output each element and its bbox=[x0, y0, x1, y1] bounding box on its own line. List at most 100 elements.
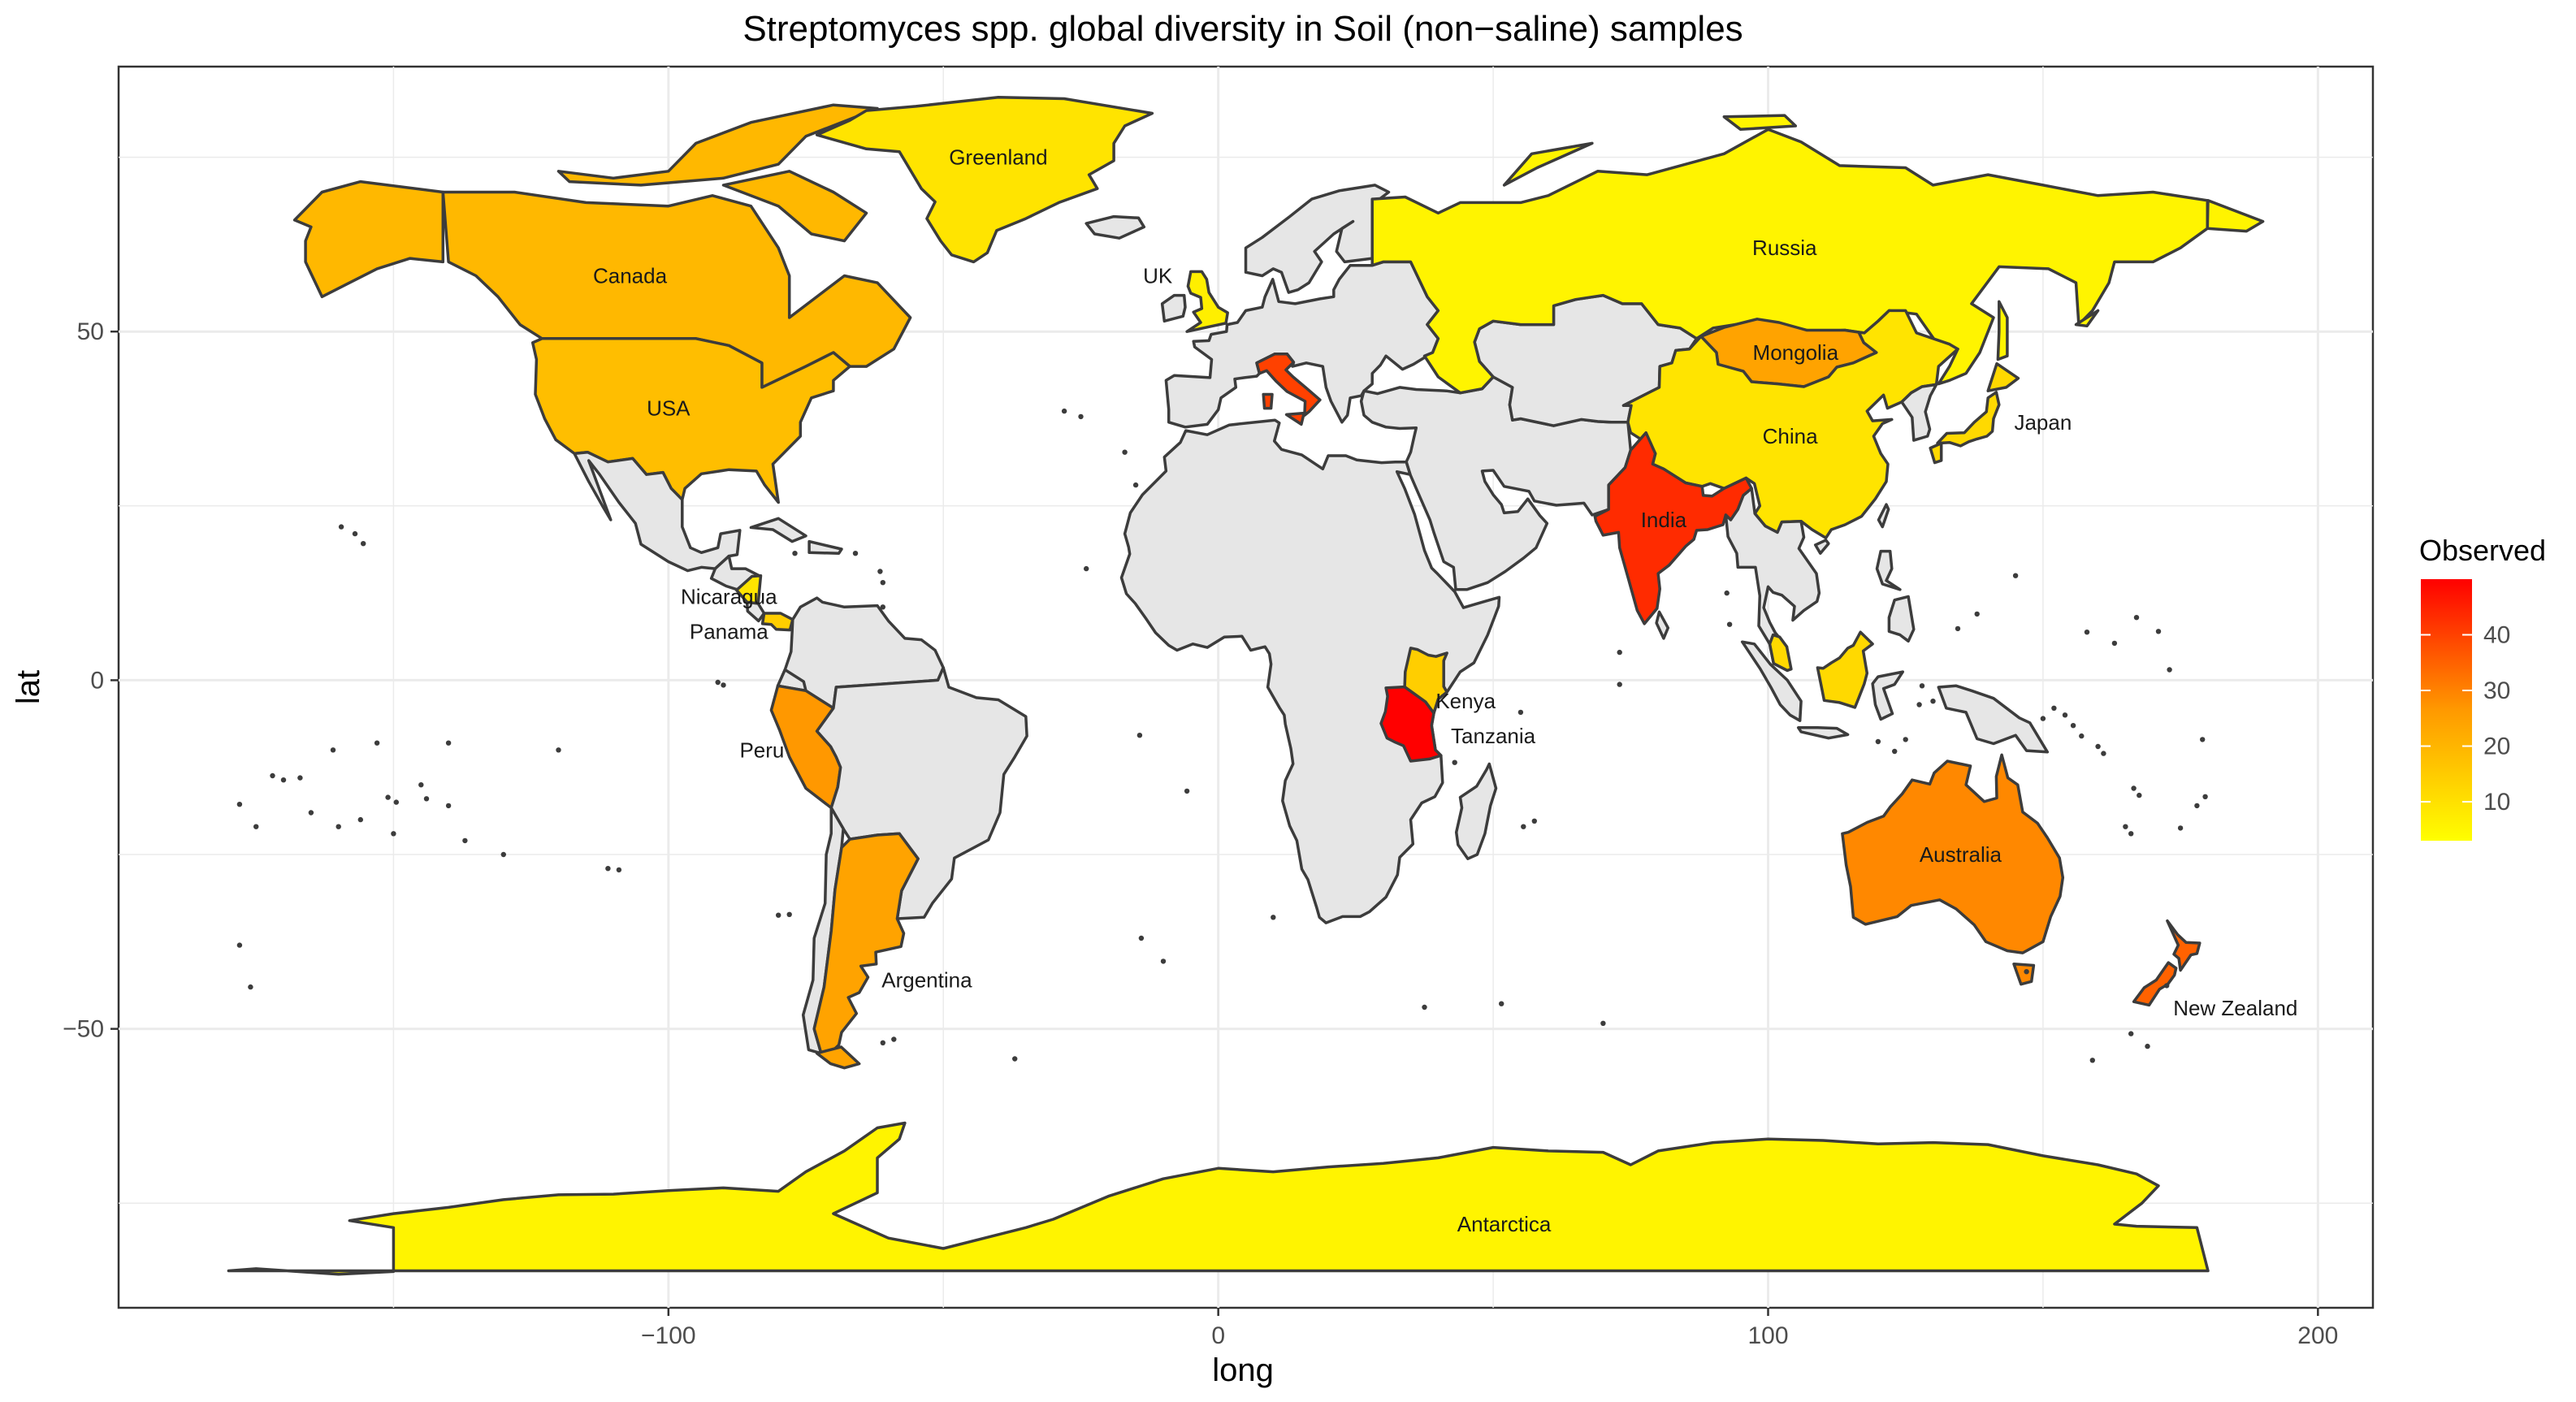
land-tierra bbox=[815, 1045, 861, 1070]
island-dot bbox=[792, 551, 798, 556]
island-dot bbox=[445, 740, 452, 746]
island-dot bbox=[2202, 794, 2208, 799]
island-dot bbox=[1617, 682, 1622, 687]
land-nz-south bbox=[2132, 961, 2178, 1007]
land-borneo bbox=[1816, 630, 1874, 709]
island-dot bbox=[2128, 1031, 2134, 1036]
small-islands bbox=[236, 408, 2208, 1063]
island-dot bbox=[2012, 573, 2019, 578]
island-dot bbox=[1521, 824, 1526, 829]
land-hainan bbox=[1813, 539, 1830, 555]
country-label: Tanzania bbox=[1451, 724, 1536, 748]
island-dot bbox=[253, 824, 259, 829]
island-dot bbox=[1422, 1004, 1427, 1010]
island-dot bbox=[1136, 733, 1143, 738]
country-label: Kenya bbox=[1435, 689, 1496, 713]
country-label: UK bbox=[1143, 264, 1173, 288]
island-dot bbox=[357, 816, 363, 823]
island-dot bbox=[418, 782, 424, 788]
y-axis-title: lat bbox=[11, 670, 46, 704]
island-dot bbox=[352, 530, 358, 537]
y-tick-label: 0 bbox=[90, 667, 104, 694]
island-dot bbox=[236, 802, 243, 807]
island-dot bbox=[1600, 1020, 1606, 1027]
land-kyushu bbox=[1929, 441, 1943, 465]
island-dot bbox=[361, 541, 366, 547]
island-dot bbox=[891, 1036, 897, 1042]
legend-tick-label: 30 bbox=[2483, 677, 2510, 704]
land-argentina bbox=[812, 832, 920, 1057]
land-new-guinea bbox=[1937, 684, 2050, 754]
land-costa-rica bbox=[745, 600, 766, 623]
island-dot bbox=[1078, 413, 1084, 420]
land-madagascar bbox=[1454, 762, 1498, 860]
island-dot bbox=[297, 775, 303, 781]
land-tanzania bbox=[1379, 685, 1443, 763]
land-australia bbox=[1841, 753, 2065, 954]
country-label: Panama bbox=[690, 619, 768, 643]
island-dot bbox=[852, 551, 859, 556]
legend-tick-label: 20 bbox=[2483, 733, 2510, 760]
island-dot bbox=[2133, 615, 2140, 621]
island-dot bbox=[1892, 748, 1898, 755]
country-label: Nicaragua bbox=[681, 584, 777, 608]
country-label: Greenland bbox=[949, 145, 1047, 170]
island-dot bbox=[1084, 565, 1089, 572]
island-dot bbox=[445, 803, 452, 809]
island-dot bbox=[391, 831, 396, 837]
island-dot bbox=[1132, 482, 1139, 488]
island-dot bbox=[1452, 759, 1457, 765]
island-dot bbox=[2062, 712, 2068, 718]
island-dot bbox=[423, 796, 430, 802]
axes: −100 0 100 200 50 0 −50 bbox=[63, 318, 2338, 1349]
land-africa bbox=[1119, 418, 1501, 924]
island-dot bbox=[338, 524, 344, 530]
island-dot bbox=[270, 772, 275, 779]
island-dot bbox=[2079, 733, 2085, 739]
island-dot bbox=[2051, 705, 2057, 711]
legend-tick-label: 10 bbox=[2483, 789, 2510, 816]
island-dot bbox=[2089, 1058, 2095, 1063]
land-baffin bbox=[721, 170, 868, 243]
land-scandinavia bbox=[1244, 184, 1391, 294]
x-tick-label: −100 bbox=[641, 1322, 696, 1349]
island-dot bbox=[880, 1040, 886, 1046]
island-dot bbox=[2084, 630, 2090, 635]
land-sardinia bbox=[1262, 392, 1274, 410]
land-kenya bbox=[1403, 647, 1448, 715]
land-malaysia-pen bbox=[1768, 633, 1793, 673]
island-dot bbox=[1930, 699, 1936, 704]
island-dot bbox=[462, 837, 468, 844]
legend-title: Observed bbox=[2419, 534, 2546, 567]
country-label: New Zealand bbox=[2173, 996, 2297, 1020]
island-dot bbox=[2200, 737, 2206, 742]
x-axis-title: long bbox=[1212, 1352, 1274, 1388]
land-greenland bbox=[815, 96, 1154, 264]
island-dot bbox=[2111, 640, 2118, 647]
land-cuba bbox=[749, 517, 807, 543]
y-tick-label: 50 bbox=[77, 318, 104, 345]
island-dot bbox=[1499, 1001, 1504, 1006]
land-italy bbox=[1255, 352, 1322, 417]
island-dot bbox=[1916, 702, 1922, 707]
island-dot bbox=[1138, 935, 1145, 941]
land-kamchatka-tip bbox=[2074, 309, 2100, 328]
land-uk bbox=[1185, 270, 1229, 333]
island-dot bbox=[1160, 958, 1167, 964]
land-hispaniola bbox=[807, 539, 843, 555]
country-label: USA bbox=[647, 396, 691, 421]
chart-title: Streptomyces spp. global diversity in So… bbox=[742, 9, 1743, 49]
legend: Observed 10 20 30 40 bbox=[2419, 534, 2546, 841]
land-philippines-south bbox=[1887, 595, 1916, 643]
island-dot bbox=[1122, 449, 1128, 455]
island-dot bbox=[1724, 590, 1730, 596]
island-dot bbox=[1974, 611, 1980, 617]
island-dot bbox=[1531, 818, 1538, 824]
island-dot bbox=[1903, 737, 1908, 742]
island-dot bbox=[877, 569, 883, 574]
land-severnaya bbox=[1722, 114, 1798, 132]
island-dot bbox=[1617, 649, 1622, 656]
land-philippines-luzon bbox=[1875, 549, 1902, 591]
land-russia bbox=[1370, 128, 2210, 395]
